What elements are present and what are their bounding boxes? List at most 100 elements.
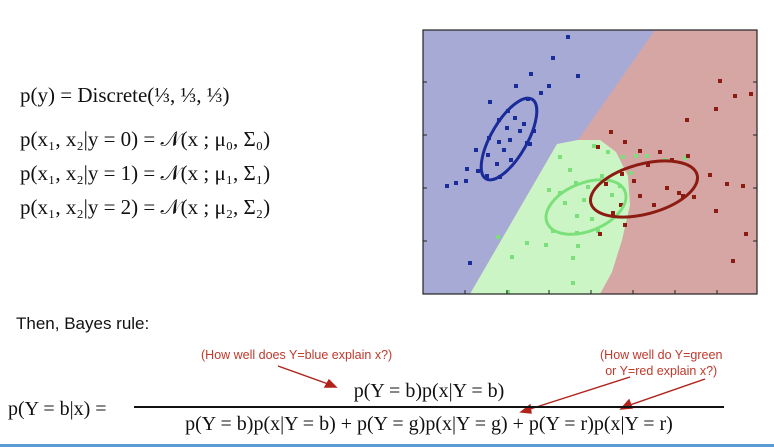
- blue-point: [518, 129, 522, 133]
- blue-point: [529, 72, 533, 76]
- red-point: [744, 232, 748, 236]
- green-point: [645, 154, 649, 158]
- green-point: [629, 171, 633, 175]
- red-point: [677, 191, 681, 195]
- bayes-fraction: p(Y = b)p(x|Y = b) p(Y = b)p(x|Y = b) + …: [134, 378, 724, 437]
- green-point: [610, 193, 614, 197]
- red-point: [598, 232, 602, 236]
- blue-point: [566, 35, 570, 39]
- note-green-red-explain: (How well do Y=green or Y=red explain x?…: [600, 347, 722, 379]
- class1-likelihood-equation: p(x₁, x₂|y = 1) = 𝒩(x ; μ₁, Σ₁): [20, 161, 271, 185]
- then-bayes-label: Then, Bayes rule:: [16, 314, 150, 333]
- green-ellipse: [544, 178, 628, 236]
- note-green-red-line2: or Y=red explain x?): [605, 364, 718, 378]
- blue-point: [522, 122, 526, 126]
- blue-point: [497, 140, 501, 144]
- green-points: [496, 144, 687, 294]
- red-point: [632, 179, 636, 183]
- green-point: [574, 181, 578, 185]
- green-point: [571, 281, 575, 285]
- blue-point: [509, 158, 513, 162]
- green-point: [547, 188, 551, 192]
- region-blue: [423, 30, 655, 294]
- note-blue-explain: (How well does Y=blue explain x?): [201, 348, 393, 362]
- green-point: [590, 217, 594, 221]
- green-point: [600, 174, 604, 178]
- blue-point: [514, 84, 518, 88]
- equation-block: p(y) = Discrete(⅓, ⅓, ⅓) p(x₁, x₂|y = 0)…: [20, 78, 270, 224]
- blue-point: [495, 162, 499, 166]
- green-point: [510, 255, 514, 259]
- blue-point: [502, 148, 506, 152]
- blue-point: [547, 84, 551, 88]
- red-point: [681, 194, 685, 198]
- green-point: [575, 214, 579, 218]
- blue-point: [528, 142, 532, 146]
- fraction-bar: [134, 406, 724, 408]
- red-point: [638, 194, 642, 198]
- green-point: [506, 290, 510, 294]
- green-point: [586, 185, 590, 189]
- green-point: [571, 256, 575, 260]
- red-point: [692, 195, 696, 199]
- red-point: [708, 173, 712, 177]
- red-point: [741, 184, 745, 188]
- green-point: [634, 154, 638, 158]
- blue-point: [576, 74, 580, 78]
- plot-frame: [422, 29, 758, 295]
- red-point: [714, 107, 718, 111]
- blue-point: [505, 126, 509, 130]
- green-point: [621, 155, 625, 159]
- green-point: [576, 244, 580, 248]
- note-green-red-line1: (How well do Y=green: [600, 348, 723, 362]
- blue-point: [539, 91, 543, 95]
- blue-point: [488, 100, 492, 104]
- red-point: [718, 79, 722, 83]
- axis-ticks: [423, 81, 757, 294]
- class2-likelihood-equation: p(x₁, x₂|y = 2) = 𝒩(x ; μ₂, Σ₂): [20, 195, 271, 219]
- red-point: [749, 92, 753, 96]
- red-point: [733, 94, 737, 98]
- red-point: [685, 118, 689, 122]
- red-point: [623, 140, 627, 144]
- green-point: [563, 201, 567, 205]
- blue-point: [486, 153, 490, 157]
- red-point: [596, 145, 600, 149]
- green-point: [568, 168, 572, 172]
- green-point: [582, 198, 586, 202]
- green-point: [606, 150, 610, 154]
- bottom-accent-rule: [0, 444, 774, 447]
- bayes-lhs: p(Y = b|x) =: [8, 398, 107, 420]
- red-point: [725, 182, 729, 186]
- red-point: [686, 154, 690, 158]
- red-points: [596, 79, 753, 263]
- red-point: [619, 203, 623, 207]
- blue-point: [464, 179, 468, 183]
- green-point: [496, 235, 500, 239]
- green-point: [544, 243, 548, 247]
- blue-point: [476, 169, 480, 173]
- class0-likelihood-equation: p(x₁, x₂|y = 0) = 𝒩(x ; μ₀, Σ₀): [20, 127, 271, 151]
- red-point: [714, 209, 718, 213]
- blue-point: [485, 174, 489, 178]
- green-point: [683, 156, 687, 160]
- red-point: [623, 223, 627, 227]
- red-point: [638, 149, 642, 153]
- bayes-denominator: p(Y = b)p(x|Y = b) + p(Y = g)p(x|Y = g) …: [185, 412, 673, 435]
- green-point: [592, 144, 596, 148]
- red-point: [609, 130, 613, 134]
- green-point: [525, 241, 529, 245]
- red-point: [652, 203, 656, 207]
- green-point: [596, 229, 600, 233]
- blue-point: [454, 181, 458, 185]
- red-point: [646, 163, 650, 167]
- blue-point: [465, 167, 469, 171]
- red-point: [665, 186, 669, 190]
- blue-ellipse: [479, 96, 539, 182]
- blue-point: [513, 116, 517, 120]
- prior-equation: p(y) = Discrete(⅓, ⅓, ⅓): [20, 83, 230, 107]
- red-ellipse: [588, 159, 700, 219]
- blue-point: [445, 184, 449, 188]
- blue-point: [551, 56, 555, 60]
